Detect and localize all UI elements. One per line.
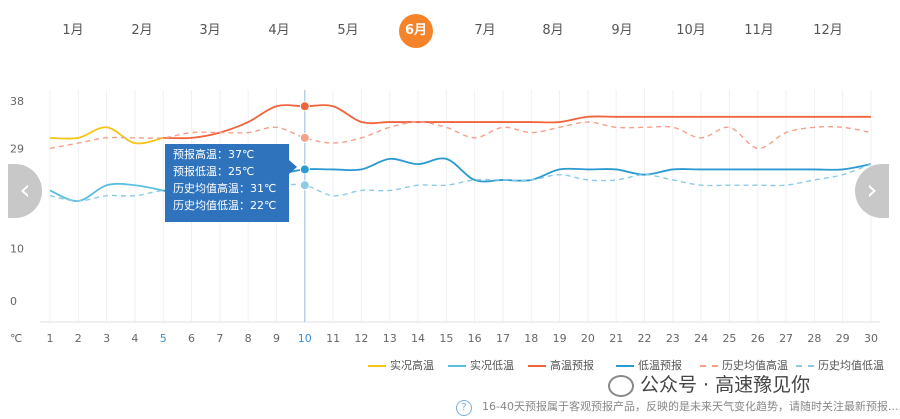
x-tick-label: 21 xyxy=(609,332,623,345)
x-tick-label: 5 xyxy=(160,332,167,345)
x-tick-label: 1 xyxy=(47,332,54,345)
month-tab-11[interactable]: 11月 xyxy=(744,23,774,38)
legend-label: 实况高温 xyxy=(390,359,434,372)
x-tick-label: 20 xyxy=(581,332,595,345)
month-selector: 1月 2月 3月 4月 5月 6月 7月 8月 9月 10月 11月 12月 xyxy=(0,12,900,52)
tooltip-hist-low: 历史均值低温：22℃ xyxy=(173,199,277,212)
month-tab-6[interactable]: 6月 xyxy=(399,14,433,48)
month-tab-2[interactable]: 2月 xyxy=(131,23,153,38)
series-line xyxy=(163,104,871,140)
series-line xyxy=(49,163,872,202)
x-tick-label: 17 xyxy=(496,332,510,345)
series-line xyxy=(49,126,164,145)
data-point-marker xyxy=(299,164,310,175)
x-tick-label: 30 xyxy=(864,332,878,345)
legend-item[interactable]: 实况高温 xyxy=(368,357,434,373)
legend-item[interactable]: 高温预报 xyxy=(528,357,594,373)
month-tab-8[interactable]: 8月 xyxy=(542,23,564,38)
x-tick-label: 12 xyxy=(354,332,368,345)
month-tab-1[interactable]: 1月 xyxy=(62,23,84,38)
x-tick-label: 8 xyxy=(245,332,252,345)
x-tick-label: 29 xyxy=(836,332,850,345)
legend-swatch xyxy=(528,365,546,367)
x-tick-label: 4 xyxy=(131,332,138,345)
y-tick-label: 29 xyxy=(10,142,24,155)
watermark: 公众号 · 高速豫见你 xyxy=(608,370,810,397)
legend-item[interactable]: 低温预报 xyxy=(616,357,682,373)
next-arrow-icon[interactable]: › xyxy=(855,164,889,218)
x-tick-label: 11 xyxy=(326,332,340,345)
month-tab-5[interactable]: 5月 xyxy=(337,23,359,38)
x-tick-label: 10 xyxy=(298,332,312,345)
x-tick-label: 25 xyxy=(722,332,736,345)
legend-swatch xyxy=(368,365,386,367)
x-tick-label: 23 xyxy=(666,332,680,345)
watermark-text: 公众号 · 高速豫见你 xyxy=(640,374,811,396)
legend-swatch xyxy=(796,365,814,367)
data-point-marker xyxy=(299,101,310,112)
x-tick-label: 27 xyxy=(779,332,793,345)
x-tick-label: 26 xyxy=(751,332,765,345)
data-point-marker xyxy=(299,180,310,191)
note-text: 16-40天预报属于客观预报产品，反映的是未来天气变化趋势，请随时关注最新预报.… xyxy=(482,400,900,413)
x-tick-label: 18 xyxy=(524,332,538,345)
legend-label: 实况低温 xyxy=(470,359,514,372)
data-point-marker xyxy=(299,132,310,143)
legend-swatch xyxy=(448,365,466,367)
tooltip-forecast-low: 预报低温：25℃ xyxy=(173,165,255,178)
x-tick-label: 6 xyxy=(188,332,195,345)
x-tick-label: 22 xyxy=(638,332,652,345)
x-tick-label: 24 xyxy=(694,332,708,345)
month-tab-7[interactable]: 7月 xyxy=(474,23,496,38)
month-tab-12[interactable]: 12月 xyxy=(813,23,843,38)
question-icon[interactable]: ? xyxy=(456,400,472,416)
tooltip-forecast-high: 预报高温：37℃ xyxy=(173,148,255,161)
forecast-note: ? 16-40天预报属于客观预报产品，反映的是未来天气变化趋势，请随时关注最新预报… xyxy=(456,398,900,416)
x-tick-label: 3 xyxy=(103,332,110,345)
legend-item[interactable]: 历史均值低温 xyxy=(796,357,884,373)
y-unit-label: ℃ xyxy=(10,332,22,345)
x-tick-label: 9 xyxy=(273,332,280,345)
wechat-icon xyxy=(608,374,634,397)
legend-label: 低温预报 xyxy=(638,359,682,372)
legend-label: 历史均值高温 xyxy=(722,359,788,372)
tooltip-hist-high: 历史均值高温：31℃ xyxy=(173,182,277,195)
x-tick-label: 2 xyxy=(75,332,82,345)
month-tab-9[interactable]: 9月 xyxy=(611,23,633,38)
x-tick-label: 15 xyxy=(439,332,453,345)
x-tick-label: 13 xyxy=(383,332,397,345)
legend-item[interactable]: 实况低温 xyxy=(448,357,514,373)
x-tick-label: 16 xyxy=(468,332,482,345)
chart-tooltip: 预报高温：37℃ 预报低温：25℃ 历史均值高温：31℃ 历史均值低温：22℃ xyxy=(165,144,297,222)
legend-item[interactable]: 历史均值高温 xyxy=(700,357,788,373)
x-tick-label: 19 xyxy=(553,332,567,345)
y-tick-label: 0 xyxy=(10,295,17,308)
month-tab-3[interactable]: 3月 xyxy=(199,23,221,38)
x-tick-label: 28 xyxy=(807,332,821,345)
month-tab-10[interactable]: 10月 xyxy=(676,23,706,38)
y-tick-label: 38 xyxy=(10,95,24,108)
x-tick-label: 7 xyxy=(216,332,223,345)
y-tick-label: 10 xyxy=(10,242,24,255)
legend-swatch xyxy=(700,365,718,367)
legend-label: 历史均值低温 xyxy=(818,359,884,372)
legend-label: 高温预报 xyxy=(550,359,594,372)
month-tab-4[interactable]: 4月 xyxy=(268,23,290,38)
legend-swatch xyxy=(616,365,634,367)
x-tick-label: 14 xyxy=(411,332,425,345)
